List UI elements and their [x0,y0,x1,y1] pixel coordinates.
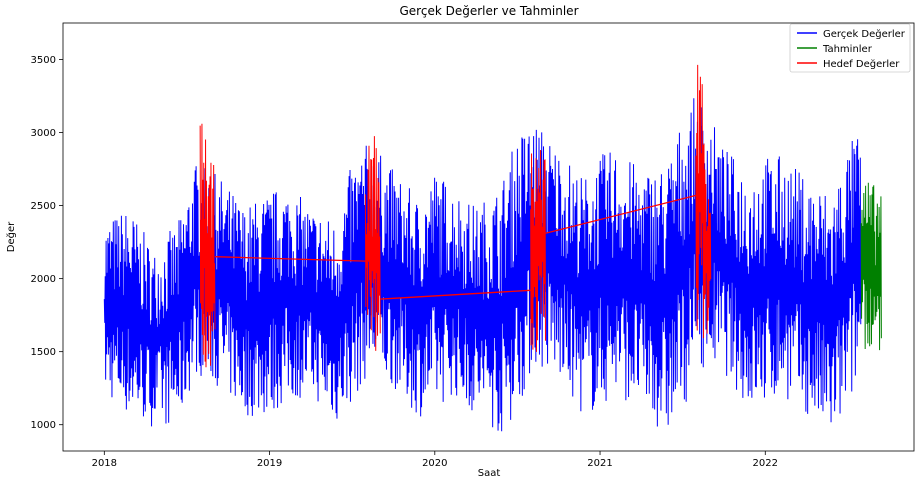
series-segment-hedef-degerler-4 [695,64,712,339]
legend-box [789,23,911,73]
y-axis-label: Değer [5,221,17,252]
series-line-gercek-degerler [103,98,862,432]
x-tick-label: 2021 [587,458,612,469]
chart-title: Gerçek Değerler ve Tahminler [400,4,579,18]
series-line-tahminler [860,182,882,351]
y-tick-label: 1000 [31,420,56,431]
y-tick-label: 2500 [31,201,56,212]
series-connector-hedef-degerler [214,256,366,262]
series-segment-hedef-degerler-2 [364,136,381,351]
legend-label-tahmin: Tahminler [822,44,873,55]
x-tick-label: 2020 [422,458,447,469]
x-axis: 2018 2019 2020 2021 2022 [92,451,778,469]
x-tick-label: 2018 [92,458,117,469]
y-axis: 1000 1500 2000 2500 3000 3500 [31,55,63,431]
legend: Gerçek Değerler Tahminler Hedef Değerler [789,23,911,73]
y-tick-label: 3000 [31,128,56,139]
legend-label-gercek: Gerçek Değerler [823,28,906,40]
series-connector-hedef-degerler [380,289,531,300]
plot-area [103,64,882,432]
x-tick-label: 2022 [753,458,778,469]
series-segment-hedef-degerler-3 [530,149,546,352]
y-tick-label: 1500 [31,347,56,358]
x-axis-label: Saat [478,468,501,479]
axes-frame [62,22,915,452]
y-tick-label: 2000 [31,274,56,285]
legend-label-hedef: Hedef Değerler [823,58,900,70]
series-connector-hedef-degerler [545,194,697,234]
y-tick-label: 3500 [31,55,56,66]
series-segment-hedef-degerler-1 [199,123,216,368]
x-tick-label: 2019 [257,458,282,469]
